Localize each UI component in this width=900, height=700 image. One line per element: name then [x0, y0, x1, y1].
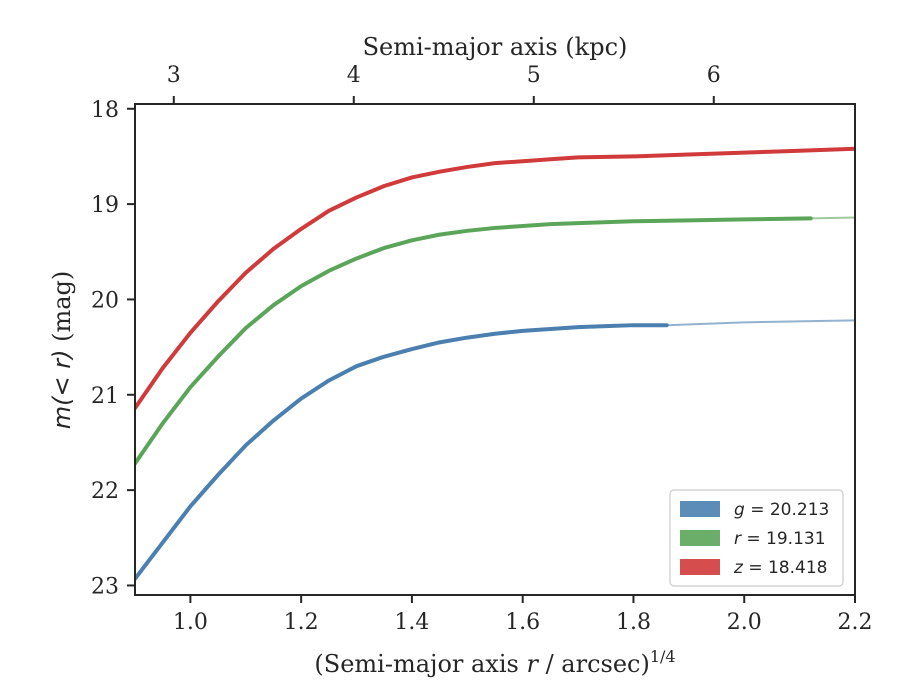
x-axis-title-main: (Semi-major axis — [314, 650, 526, 678]
legend-value-r: = 19.131 — [746, 529, 825, 549]
plot-frame — [134, 103, 856, 596]
series-r-line — [135, 216, 813, 466]
top-tick-label: 4 — [347, 63, 361, 88]
legend-swatch-r — [680, 530, 720, 546]
y-axis-title: m(< r) (mag) — [48, 271, 76, 430]
top-axis-title: Semi-major axis (kpc) — [363, 33, 628, 61]
axes-layer: 1.0 1.2 1.4 1.6 1.8 2.0 2.2 18 19 20 21 22 23 3 4 5 6 — [91, 63, 873, 635]
series-z — [135, 146, 855, 411]
x-tick-label: 1.6 — [505, 610, 540, 635]
legend-swatch-z — [680, 559, 720, 575]
x-axis-title-rest: / arcsec) — [538, 650, 650, 678]
legend-swatch-g — [680, 501, 720, 517]
top-tick-label: 3 — [167, 63, 181, 88]
x-tick-label: 2.2 — [838, 610, 873, 635]
legend-value-z: = 18.418 — [748, 558, 827, 578]
x-axis-title-exponent: 1/4 — [650, 647, 676, 666]
x-tick-label: 1.4 — [394, 610, 429, 635]
top-tick-label: 5 — [527, 63, 541, 88]
legend-value-g: = 20.213 — [750, 500, 829, 520]
y-axis-title-var: m(< r) — [48, 350, 76, 430]
top-tick-label: 6 — [707, 63, 721, 88]
y-tick-label: 20 — [91, 288, 119, 313]
series-g — [135, 319, 855, 581]
series-r-extrapolation — [810, 216, 855, 220]
legend-label-g: g = 20.213 — [734, 500, 829, 520]
series-g-line — [135, 323, 669, 581]
series-g-extrapolation — [666, 319, 855, 327]
legend-label-z: z = 18.418 — [733, 558, 827, 578]
x-tick-label: 2.0 — [727, 610, 762, 635]
x-tick-label: 1.0 — [173, 610, 208, 635]
legend-var-r: r — [734, 529, 746, 549]
y-tick-label: 18 — [91, 98, 119, 123]
series-layer — [135, 146, 855, 581]
series-r — [135, 216, 855, 466]
legend-label-r: r = 19.131 — [734, 529, 826, 549]
y-axis-title-unit: (mag) — [48, 271, 76, 350]
legend-var-z: z — [733, 558, 748, 578]
legend-var-g: g — [734, 500, 750, 520]
y-tick-label: 19 — [91, 193, 119, 218]
y-tick-label: 21 — [91, 384, 119, 409]
x-axis-title: (Semi-major axis r / arcsec)1/4 — [314, 647, 675, 678]
series-z-line — [135, 146, 855, 411]
y-tick-label: 22 — [91, 479, 119, 504]
x-tick-label: 1.8 — [616, 610, 651, 635]
y-tick-label: 23 — [91, 574, 119, 599]
x-tick-label: 1.2 — [284, 610, 319, 635]
x-axis-title-var: r — [526, 650, 539, 678]
